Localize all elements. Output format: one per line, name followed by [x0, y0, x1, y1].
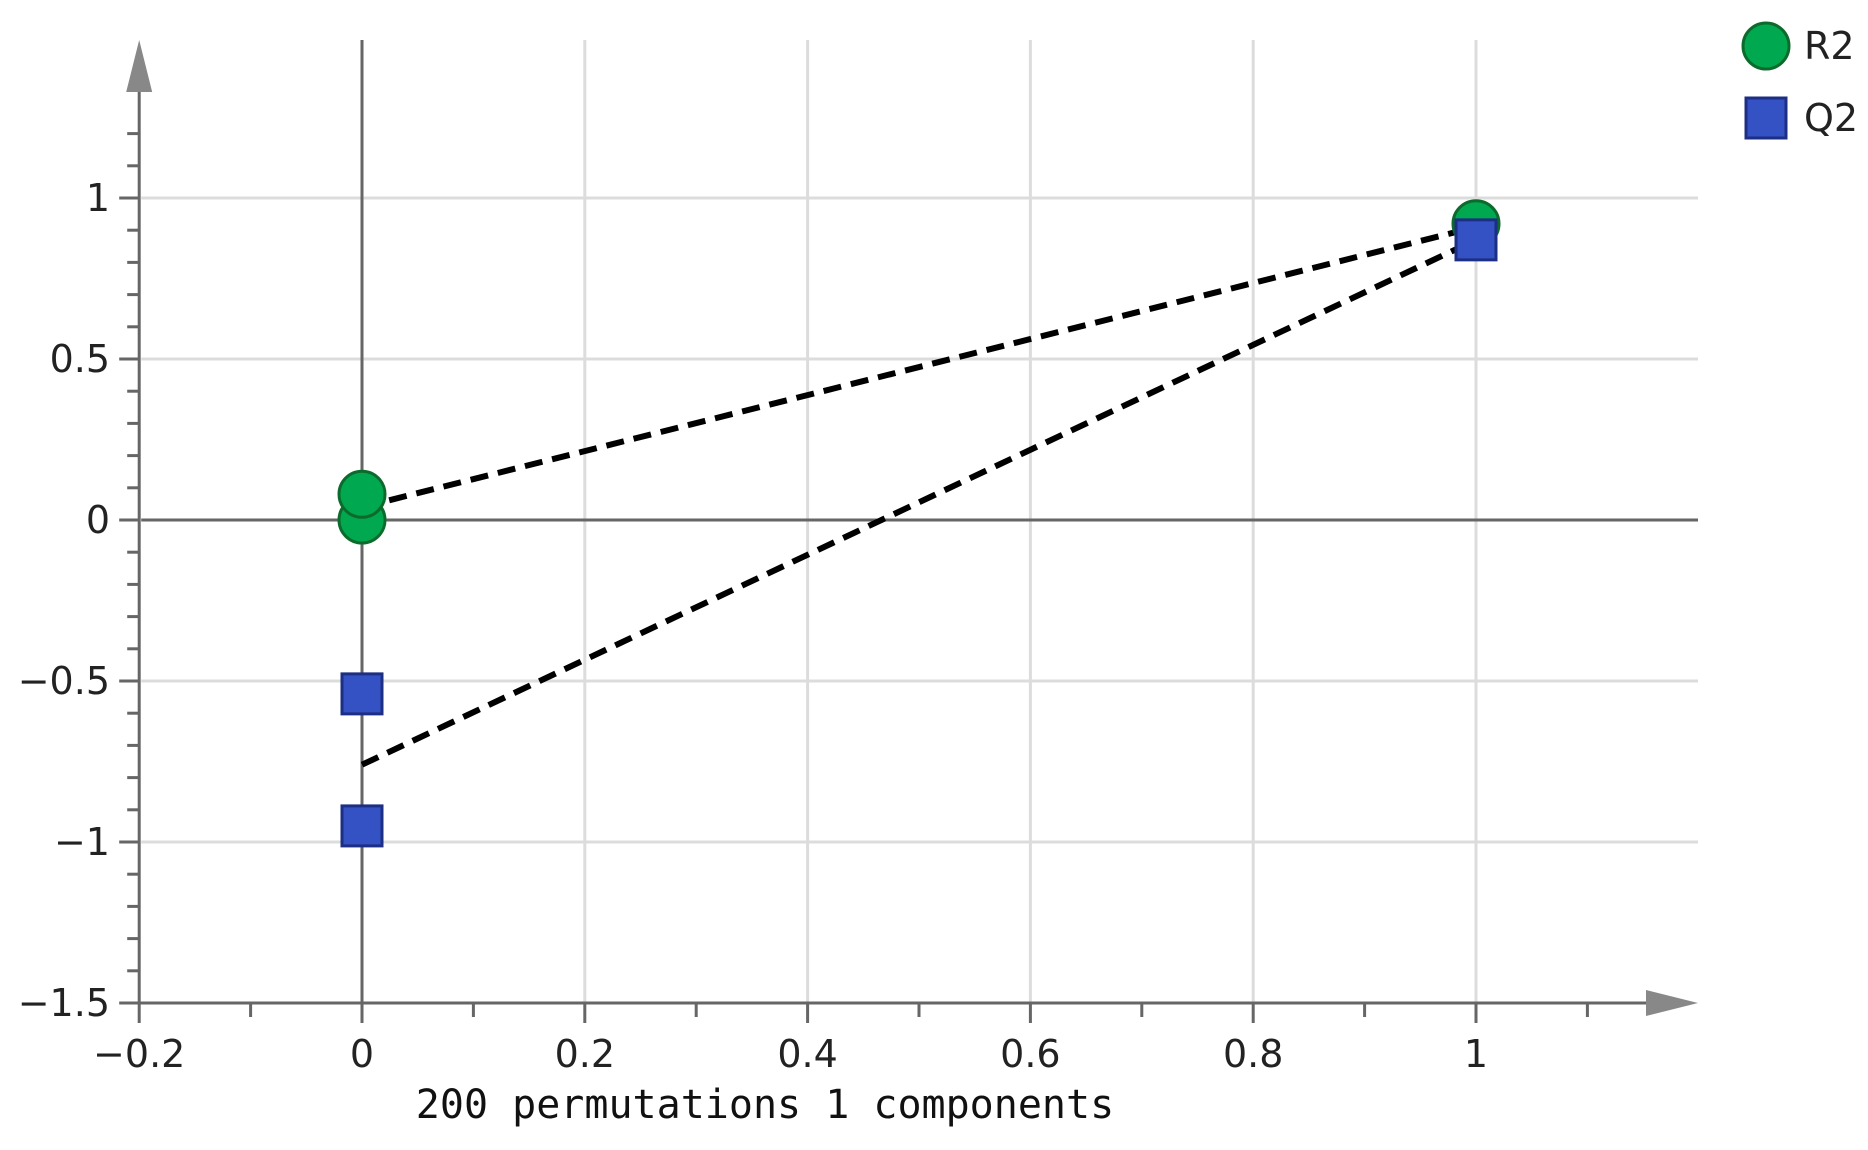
fit-line-r2 — [361, 224, 1477, 511]
x-tick-label: 0.4 — [777, 1032, 837, 1076]
x-tick-label: 0 — [350, 1032, 374, 1076]
x-tick-label: −0.2 — [93, 1032, 185, 1076]
x-tick-label: 0.6 — [1000, 1032, 1060, 1076]
data-points — [337, 199, 1501, 848]
tick-labels: −0.2 0 0.2 0.4 0.6 0.8 1 1 0.5 0 −0.5 −1 −1.5 — [18, 176, 1488, 1076]
y-axis-arrow — [126, 40, 153, 92]
x-tick-label: 0.8 — [1223, 1032, 1283, 1076]
y-tick-label: −1.5 — [18, 981, 110, 1025]
x-axis-label: 200 permutations 1 components — [416, 1082, 1114, 1128]
y-tick-label: −0.5 — [18, 659, 110, 703]
y-tick-label: 0.5 — [50, 337, 110, 381]
legend: R2 Q2 — [1741, 21, 1858, 140]
q2-point — [340, 672, 384, 716]
fit-line-q2 — [360, 237, 1478, 768]
legend-label-r2: R2 — [1804, 24, 1855, 68]
q2-point — [1454, 218, 1498, 262]
fit-lines — [360, 224, 1478, 768]
y-tick-label: 0 — [86, 498, 110, 542]
q2-point — [340, 804, 384, 848]
r2-point — [337, 469, 387, 519]
y-tick-label: 1 — [86, 176, 110, 220]
x-axis-arrow — [1646, 990, 1698, 1016]
x-tick-label: 1 — [1464, 1032, 1488, 1076]
legend-label-q2: Q2 — [1804, 96, 1858, 140]
legend-marker-q2 — [1744, 96, 1788, 140]
y-tick-label: −1 — [54, 820, 110, 864]
legend-marker-r2 — [1741, 21, 1791, 71]
x-tick-label: 0.2 — [555, 1032, 615, 1076]
